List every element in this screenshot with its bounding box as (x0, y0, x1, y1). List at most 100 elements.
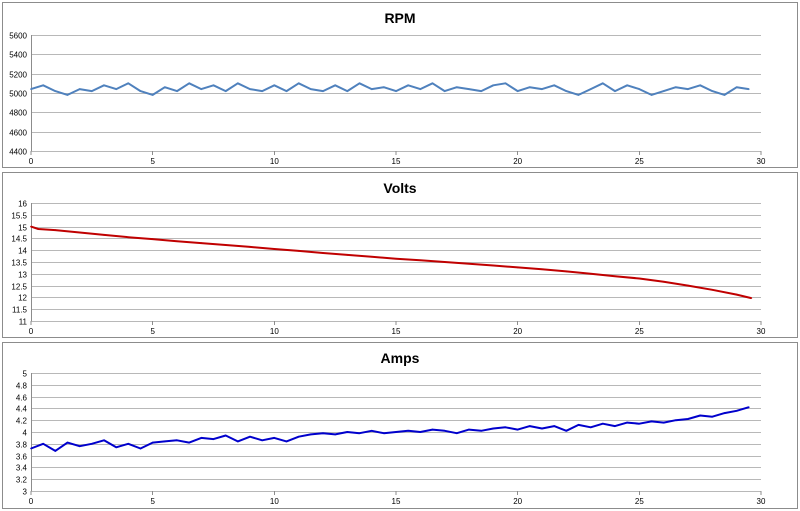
amps-data-point (723, 412, 726, 414)
volts-x-tick-label: 5 (150, 327, 155, 336)
amps-data-point (358, 432, 361, 434)
volts-data-point (30, 225, 32, 228)
amps-data-point (675, 419, 677, 421)
volts-y-tick-label: 11 (19, 318, 28, 327)
volts-data-point (297, 250, 300, 252)
rpm-data-point (151, 94, 154, 96)
rpm-data-point (115, 88, 117, 90)
rpm-data-point (310, 88, 312, 90)
volts-data-point (750, 297, 753, 299)
rpm-data-point (748, 88, 750, 90)
amps-data-point (151, 441, 154, 444)
rpm-data-point (103, 84, 105, 87)
amps-data-point (297, 435, 300, 438)
rpm-data-point (553, 84, 555, 87)
amps-data-point (200, 437, 203, 439)
rpm-data-point (249, 88, 251, 90)
volts-data-point (200, 242, 203, 244)
amps-y-tick-label: 3.4 (16, 464, 28, 473)
rpm-data-point (419, 88, 422, 90)
amps-data-point (78, 445, 81, 447)
amps-data-point (91, 443, 93, 445)
amps-y-tick-label: 4.8 (16, 382, 28, 391)
rpm-data-point (127, 82, 130, 85)
volts-y-tick-label: 12.5 (11, 283, 27, 292)
rpm-data-point (176, 90, 178, 92)
amps-data-point (139, 447, 142, 450)
volts-data-point (78, 231, 81, 234)
rpm-data-point (638, 88, 641, 90)
rpm-data-point (91, 90, 93, 92)
volts-data-point (614, 275, 616, 277)
rpm-x-tick-label: 15 (392, 157, 401, 166)
volts-data-point (662, 281, 665, 283)
amps-data-point (261, 439, 264, 442)
rpm-data-point (699, 84, 701, 87)
rpm-data-point (322, 90, 324, 92)
rpm-data-point (78, 88, 81, 90)
amps-data-point (443, 430, 446, 432)
rpm-x-tick-label: 10 (270, 157, 279, 166)
rpm-data-point (54, 90, 57, 92)
rpm-data-point (626, 84, 628, 87)
volts-data-point (468, 262, 470, 265)
rpm-data-point (504, 82, 507, 85)
amps-data-point (346, 431, 349, 433)
volts-data-point (103, 234, 105, 236)
amps-data-point (456, 432, 458, 434)
volts-data-point (151, 238, 154, 240)
rpm-data-point (395, 90, 397, 92)
amps-data-point (176, 439, 178, 442)
volts-y-tick-label: 15 (18, 224, 27, 233)
rpm-data-point (480, 90, 483, 92)
amps-y-tick-label: 5 (23, 370, 28, 379)
amps-y-tick-label: 4.2 (16, 417, 28, 426)
rpm-y-tick-label: 4800 (9, 109, 27, 118)
rpm-data-point (650, 94, 653, 96)
volts-data-point (224, 244, 227, 246)
rpm-data-point (687, 88, 689, 90)
rpm-x-tick-label: 25 (635, 157, 644, 166)
rpm-data-point (200, 88, 203, 90)
amps-y-tick-label: 3.2 (16, 476, 28, 485)
rpm-x-tick-label: 20 (513, 157, 522, 166)
amps-data-point (650, 420, 653, 423)
rpm-data-point (273, 84, 276, 87)
amps-data-point (30, 447, 32, 450)
amps-data-point (504, 426, 507, 429)
amps-data-point (322, 432, 324, 434)
rpm-data-point (261, 90, 264, 92)
volts-y-tick-label: 13.5 (11, 259, 27, 268)
volts-data-point (395, 257, 397, 260)
amps-y-tick-label: 4.6 (16, 394, 28, 403)
volts-data-point (589, 273, 592, 275)
rpm-data-point (42, 84, 44, 87)
volts-y-tick-label: 14.5 (11, 235, 27, 244)
rpm-y-tick-label: 5400 (9, 51, 27, 60)
rpm-y-tick-label: 4400 (9, 148, 27, 157)
volts-data-point (322, 252, 324, 254)
amps-data-point (164, 440, 166, 443)
rpm-data-point (516, 90, 519, 92)
amps-data-point (565, 430, 568, 432)
rpm-title: RPM (384, 10, 415, 26)
amps-data-point (419, 431, 422, 433)
amps-data-point (127, 443, 130, 445)
amps-data-point (237, 440, 239, 443)
amps-data-point (54, 450, 57, 452)
volts-data-point (565, 270, 568, 273)
rpm-data-point (735, 86, 738, 88)
amps-data-point (626, 421, 628, 424)
volts-data-point (127, 236, 130, 238)
amps-x-tick-label: 5 (150, 497, 155, 506)
amps-data-point (614, 425, 616, 427)
amps-data-point (310, 433, 312, 436)
rpm-data-point (614, 90, 616, 92)
volts-data-point (711, 289, 714, 291)
volts-data-point (687, 284, 689, 287)
rpm-data-point (431, 82, 434, 85)
amps-x-tick-label: 10 (270, 497, 279, 506)
amps-chart-svg: Amps 3 3.2 3.4 3.6 3.8 4 4.2 4.4 4.6 4.8 5 0 5 10 15 20 2… (16, 350, 766, 506)
amps-data-point (553, 425, 555, 427)
amps-data-point (480, 430, 483, 432)
